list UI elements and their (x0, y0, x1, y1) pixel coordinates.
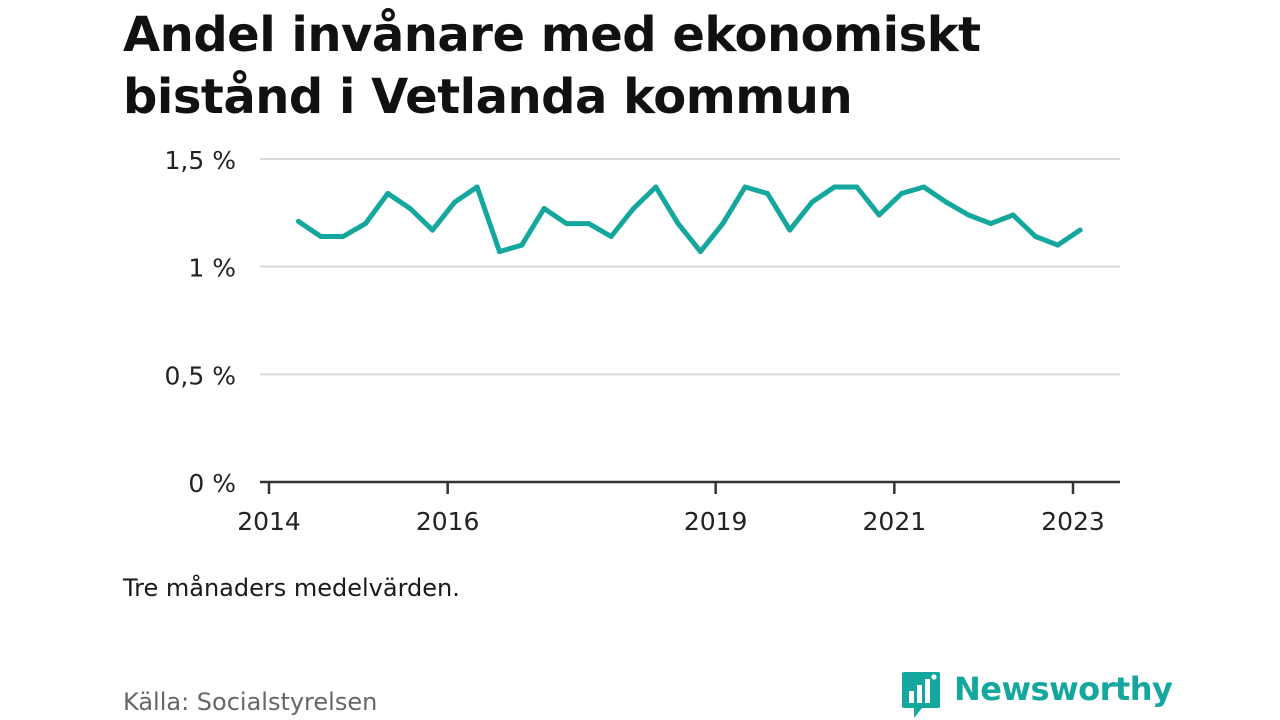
x-tick-label: 2019 (684, 507, 748, 536)
data-point (340, 234, 346, 239)
brand-name: Newsworthy (954, 670, 1173, 708)
gridlines (260, 158, 1120, 376)
data-point (497, 249, 502, 255)
source-label: Källa: Socialstyrelsen (123, 688, 378, 716)
data-point (474, 184, 480, 190)
data-point (876, 212, 882, 218)
x-tick-label: 2021 (863, 507, 927, 536)
y-tick-label: 0,5 % (165, 361, 236, 390)
data-point (787, 227, 793, 233)
data-point (318, 234, 324, 239)
chart-title: Andel invånare med ekonomiskt bistånd i … (123, 7, 981, 125)
data-point (742, 184, 748, 190)
data-point (385, 191, 391, 196)
data-point (363, 221, 368, 227)
x-tick-label: 2023 (1041, 507, 1105, 536)
data-point (631, 206, 636, 211)
series-layer (296, 184, 1083, 255)
data-point (832, 184, 837, 190)
data-point (430, 227, 435, 233)
data-point (921, 184, 927, 190)
data-point (1033, 234, 1038, 239)
data-point (653, 184, 659, 190)
data-point (1077, 227, 1083, 233)
data-point (809, 199, 815, 205)
y-tick-label: 1 % (188, 254, 236, 283)
x-axis (260, 480, 1120, 494)
data-point (541, 206, 547, 211)
x-axis-tick-labels: 2014 2016 2019 2021 2023 (237, 507, 1105, 536)
y-tick-label: 1,5 % (165, 146, 236, 175)
data-point (519, 242, 525, 248)
data-point (296, 218, 301, 224)
data-point (1010, 212, 1016, 218)
data-point (698, 249, 703, 255)
data-point (943, 199, 949, 205)
data-point (564, 221, 569, 227)
y-tick-label: 0 % (188, 469, 236, 498)
series-line (296, 184, 1083, 255)
data-point (675, 221, 681, 227)
data-point (966, 212, 971, 218)
bar-chart-speech-bubble-icon (902, 672, 940, 718)
data-point (1055, 242, 1061, 248)
data-point (988, 221, 994, 227)
x-tick-label: 2014 (237, 507, 301, 536)
chart-note: Tre månaders medelvärden. (123, 574, 460, 602)
data-point (854, 184, 860, 190)
data-point (407, 206, 413, 211)
data-point (608, 234, 614, 239)
data-point (720, 221, 726, 227)
data-point (899, 191, 904, 196)
newsworthy-logo: Newsworthy (900, 668, 1173, 720)
data-point (765, 191, 770, 196)
data-point (586, 221, 592, 227)
data-point (452, 199, 458, 205)
x-tick-label: 2016 (416, 507, 480, 536)
y-axis-tick-labels: 0 % 0,5 % 1 % 1,5 % (165, 146, 236, 498)
